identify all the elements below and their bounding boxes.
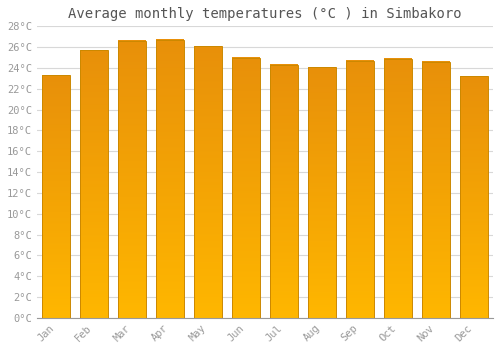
Bar bbox=[232, 57, 260, 318]
Title: Average monthly temperatures (°C ) in Simbakoro: Average monthly temperatures (°C ) in Si… bbox=[68, 7, 462, 21]
Bar bbox=[156, 40, 184, 318]
Bar bbox=[346, 61, 374, 318]
Bar bbox=[194, 46, 222, 318]
Bar bbox=[384, 58, 411, 318]
Bar bbox=[80, 50, 108, 318]
Bar bbox=[308, 67, 336, 318]
Bar bbox=[422, 62, 450, 318]
Bar bbox=[42, 75, 70, 318]
Bar bbox=[270, 65, 297, 318]
Bar bbox=[460, 76, 487, 318]
Bar bbox=[118, 41, 146, 318]
